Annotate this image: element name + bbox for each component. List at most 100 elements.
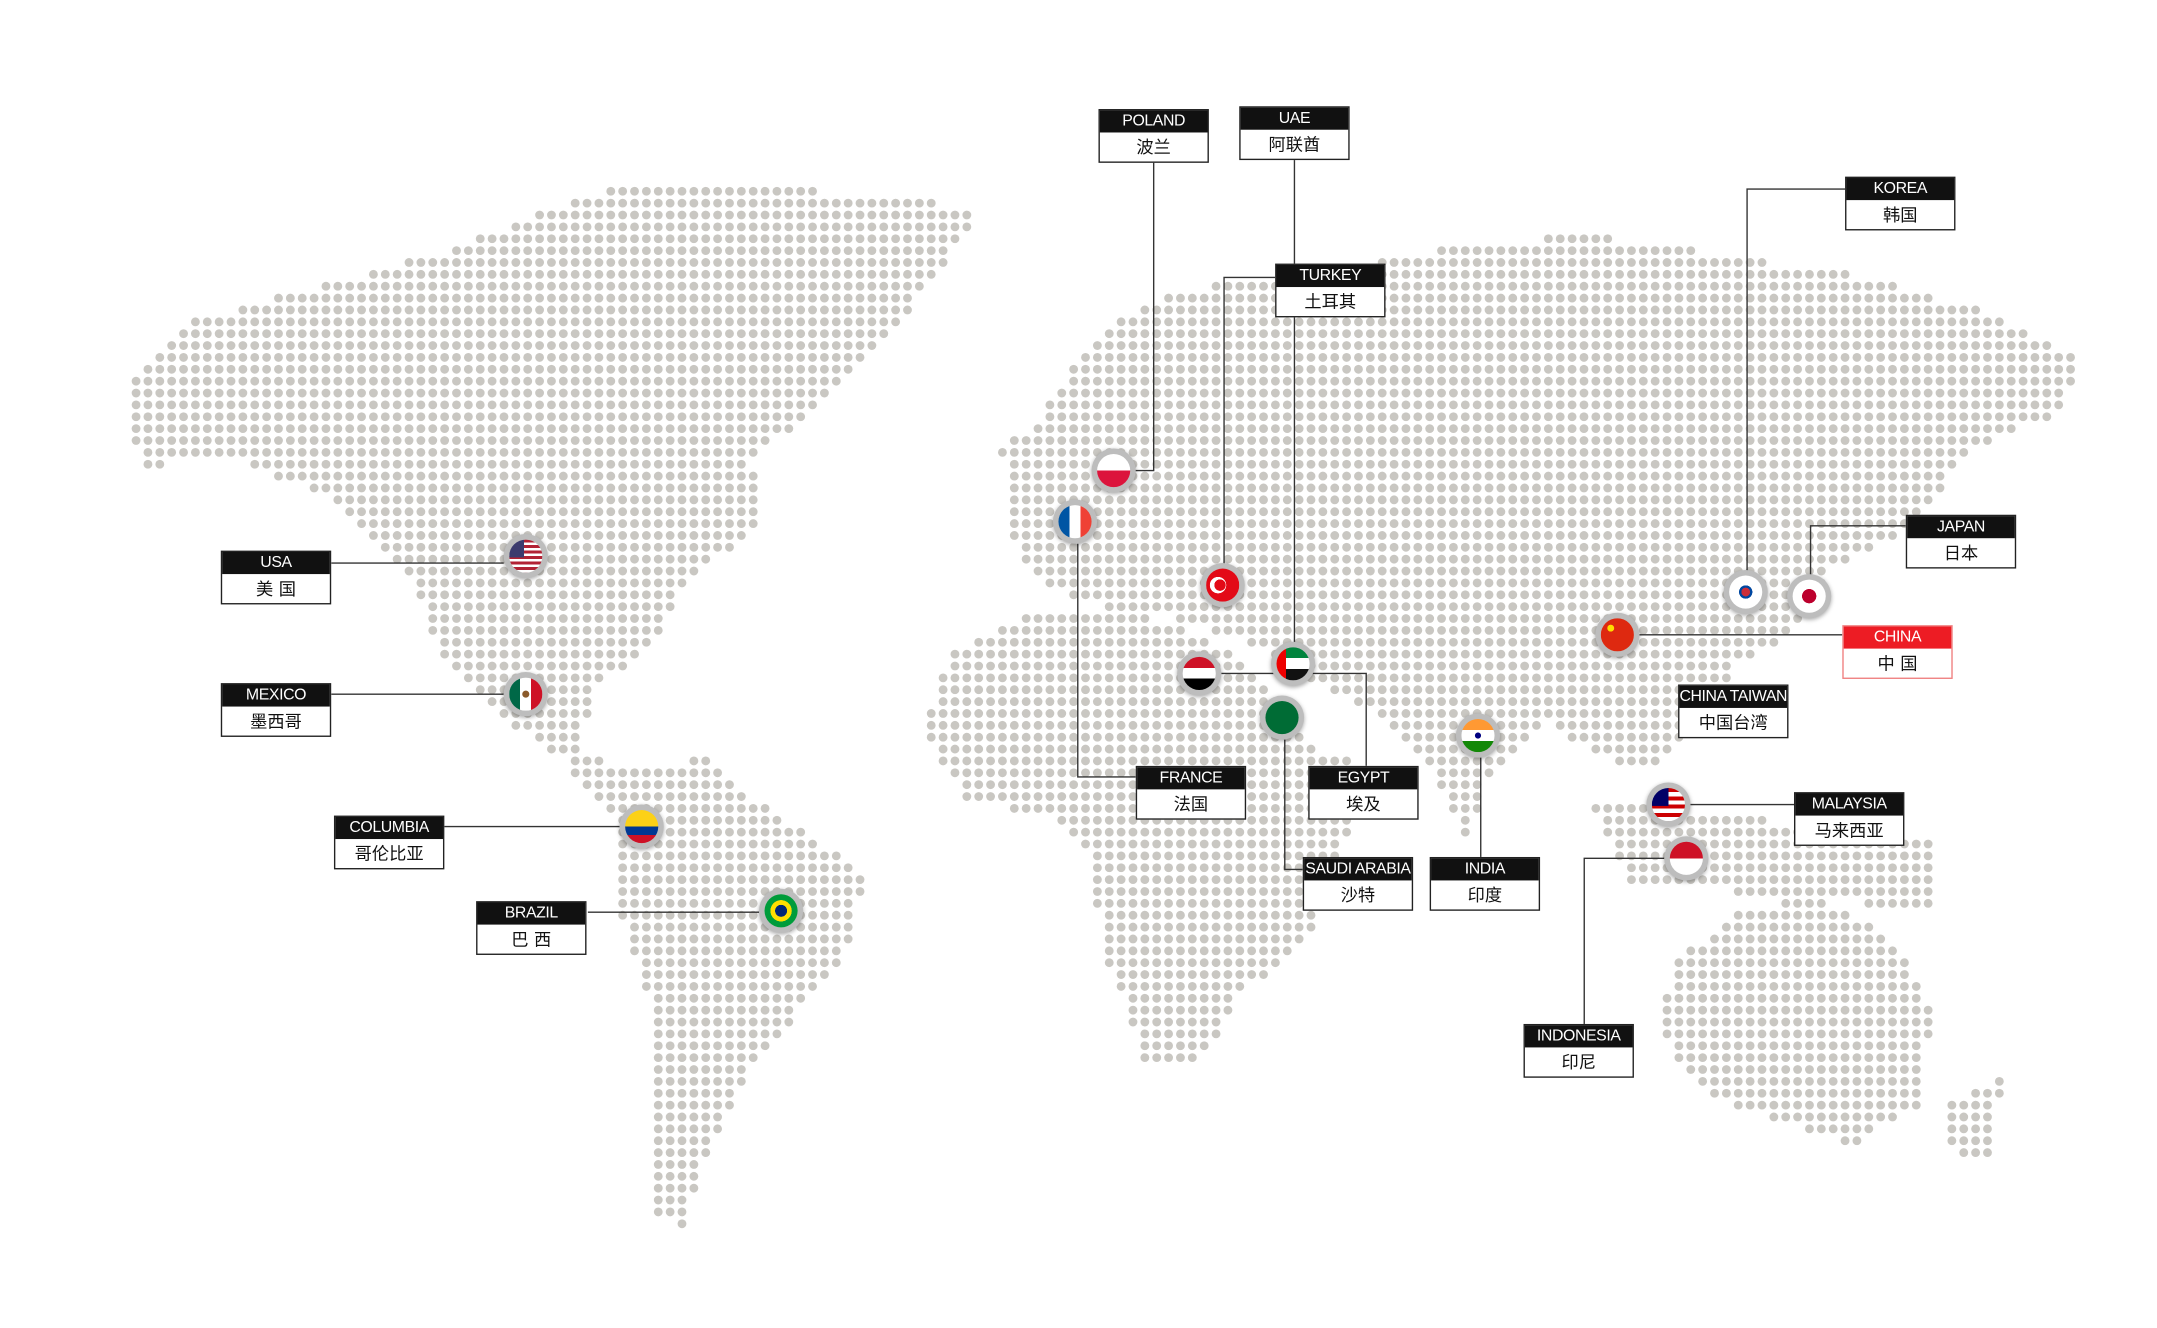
map-dot: [606, 246, 616, 256]
map-dot: [487, 305, 497, 315]
map-dot: [1769, 293, 1779, 303]
map-dot: [819, 222, 829, 232]
map-dot: [1449, 258, 1458, 267]
map-dot: [665, 305, 675, 315]
map-dot: [1496, 246, 1506, 256]
map-dot: [665, 222, 675, 232]
map-dot: [725, 186, 734, 196]
map-dot: [677, 258, 687, 267]
map-dot: [1247, 305, 1257, 315]
map-dot: [713, 305, 723, 315]
map-dot: [1828, 281, 1838, 291]
map-dot: [1425, 305, 1435, 315]
map-dot: [618, 281, 628, 291]
map-dot: [1888, 293, 1897, 303]
map-dot: [808, 258, 817, 267]
map-dot: [653, 269, 663, 279]
map-dot: [630, 269, 639, 279]
map-dot: [357, 317, 366, 327]
map-dot: [1567, 293, 1577, 303]
map-dot: [808, 269, 817, 279]
map-dot: [1686, 305, 1696, 315]
map-dot: [879, 305, 889, 315]
map-dot: [558, 234, 568, 244]
map-dot: [309, 317, 319, 327]
map-dot: [1591, 293, 1601, 303]
map-dot: [630, 234, 639, 244]
map-dot: [713, 246, 723, 256]
map-dot: [914, 222, 924, 232]
map-dot: [392, 317, 402, 327]
map-dot: [808, 210, 817, 220]
map-dot: [760, 222, 770, 232]
map-dot: [677, 305, 687, 315]
map-dot: [1259, 305, 1268, 315]
map-dot: [547, 293, 556, 303]
map-dot: [369, 293, 378, 303]
map-dot: [819, 269, 829, 279]
map-dot: [1413, 293, 1423, 303]
map-dot: [1638, 258, 1648, 267]
map-dot: [1876, 305, 1886, 315]
map-dot: [819, 258, 829, 267]
map-dot: [772, 246, 782, 256]
map-dot: [831, 281, 841, 291]
map-dot: [570, 222, 580, 232]
map-dot: [1579, 269, 1589, 279]
map-dot: [618, 234, 628, 244]
map-dot: [879, 198, 889, 208]
map-dot: [689, 281, 699, 291]
map-dot: [1638, 293, 1648, 303]
map-dot: [926, 258, 936, 267]
map-dot: [594, 281, 604, 291]
map-dot: [618, 198, 628, 208]
map-dot: [950, 222, 960, 232]
map-dot: [903, 293, 912, 303]
map-dot: [1484, 258, 1494, 267]
map-dot: [1662, 269, 1672, 279]
map-dot: [1852, 281, 1862, 291]
map-dot: [452, 269, 461, 279]
map-dot: [1627, 246, 1636, 256]
map-dot: [1840, 305, 1850, 315]
map-dot: [1164, 293, 1173, 303]
map-dot: [1650, 281, 1660, 291]
map-dot: [796, 186, 806, 196]
map-dot: [606, 210, 616, 220]
map-dot: [1757, 258, 1767, 267]
map-dot: [499, 305, 509, 315]
map-dot: [1223, 305, 1233, 315]
map-dot: [1591, 246, 1601, 256]
map-dot: [1555, 269, 1565, 279]
map-dot: [1805, 293, 1814, 303]
map-dot: [1520, 246, 1530, 256]
map-dot: [689, 222, 699, 232]
map-dot: [926, 198, 936, 208]
map-dot: [653, 305, 663, 315]
map-dot: [1579, 258, 1589, 267]
map-dot: [1437, 293, 1446, 303]
map-dot: [879, 210, 889, 220]
map-dot: [1567, 246, 1577, 256]
map-dot: [1259, 293, 1268, 303]
map-dot: [653, 186, 663, 196]
map-dot: [1805, 281, 1814, 291]
map-dot: [1425, 293, 1435, 303]
map-dot: [784, 258, 794, 267]
map-dot: [831, 210, 841, 220]
map-dot: [511, 293, 521, 303]
map-dot: [1674, 269, 1684, 279]
map-dot: [1793, 305, 1803, 315]
map-dot: [1615, 293, 1624, 303]
map-dot: [333, 305, 343, 315]
map-dot: [214, 317, 224, 327]
map-dot: [867, 246, 877, 256]
map-dot: [535, 234, 544, 244]
map-dot: [1662, 246, 1672, 256]
map-dot: [369, 317, 378, 327]
map-dot: [487, 293, 497, 303]
map-dot: [369, 281, 378, 291]
map-dot: [547, 222, 556, 232]
map-dot: [1555, 234, 1565, 244]
map-dot: [689, 210, 699, 220]
